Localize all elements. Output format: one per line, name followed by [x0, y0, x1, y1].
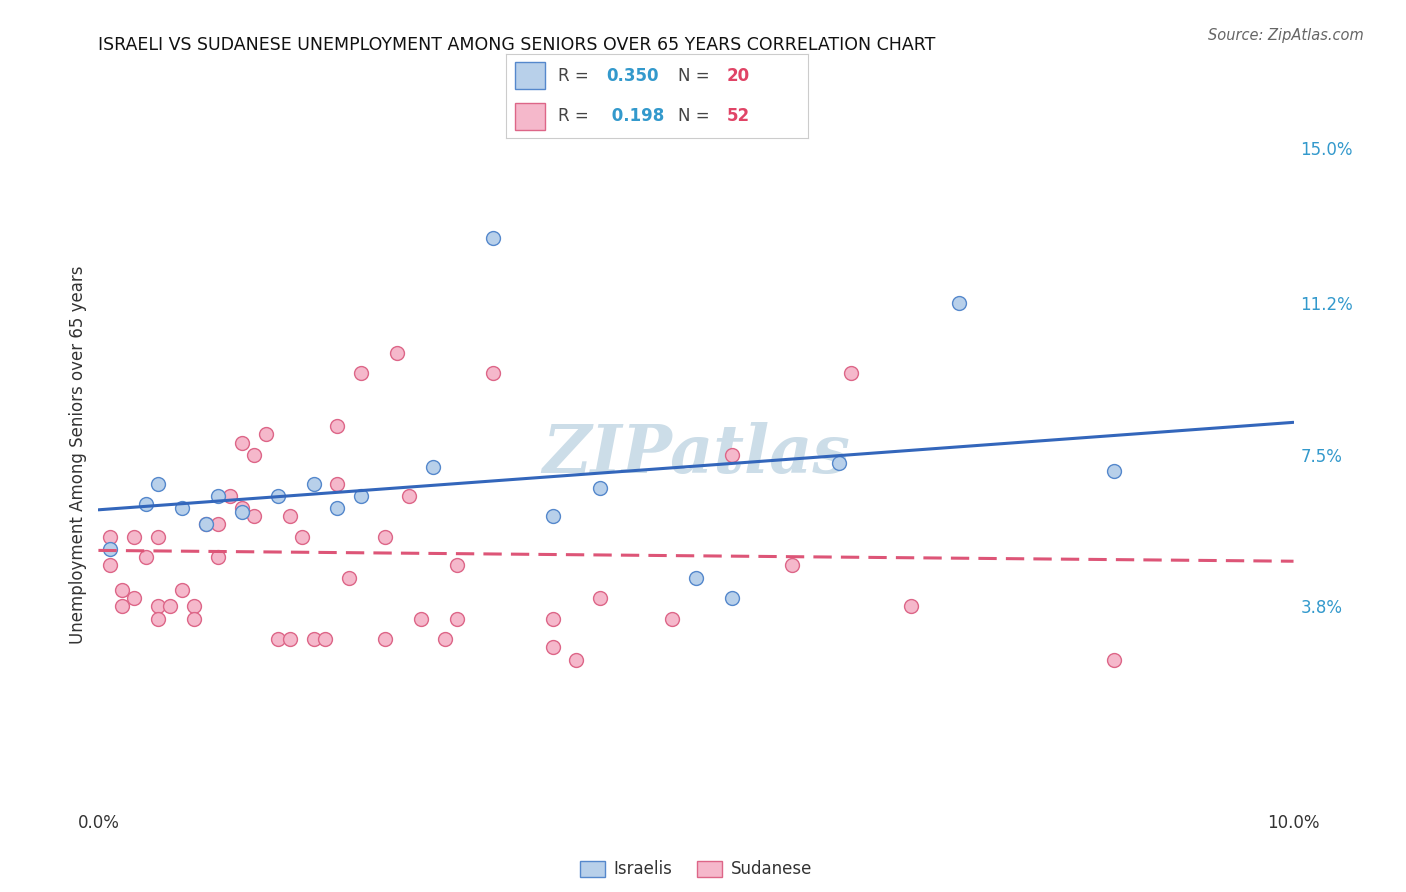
- Point: [589, 591, 612, 606]
- Point: [446, 558, 468, 573]
- Point: [278, 509, 301, 524]
- Point: [100, 530, 122, 544]
- Point: [661, 612, 683, 626]
- Point: [267, 489, 290, 503]
- Point: [481, 231, 505, 245]
- Text: 0.198: 0.198: [606, 107, 664, 125]
- Point: [385, 345, 409, 359]
- Point: [254, 427, 277, 442]
- Point: [315, 632, 337, 646]
- Point: [291, 530, 314, 544]
- Legend: Israelis, Sudanese: Israelis, Sudanese: [574, 854, 818, 885]
- Point: [183, 612, 205, 626]
- Point: [159, 599, 181, 614]
- Point: [172, 501, 194, 516]
- Point: [243, 509, 266, 524]
- Point: [446, 612, 468, 626]
- Point: [541, 640, 564, 655]
- Text: R =: R =: [558, 67, 593, 85]
- FancyBboxPatch shape: [515, 62, 546, 89]
- Point: [422, 460, 444, 475]
- Point: [374, 632, 396, 646]
- Point: [207, 489, 229, 503]
- Point: [1104, 464, 1126, 478]
- FancyBboxPatch shape: [515, 103, 546, 130]
- Point: [231, 435, 253, 450]
- Point: [219, 489, 242, 503]
- Point: [326, 419, 349, 434]
- Point: [278, 632, 301, 646]
- Point: [302, 476, 325, 491]
- Point: [148, 476, 170, 491]
- Point: [841, 366, 863, 380]
- Point: [231, 501, 253, 516]
- Text: 52: 52: [727, 107, 749, 125]
- Point: [148, 599, 170, 614]
- Point: [148, 612, 170, 626]
- Point: [100, 542, 122, 557]
- Text: ZIPatlas: ZIPatlas: [543, 423, 849, 487]
- Point: [350, 489, 373, 503]
- Point: [685, 571, 707, 585]
- Point: [148, 530, 170, 544]
- Point: [302, 632, 325, 646]
- Point: [434, 632, 457, 646]
- Point: [135, 497, 157, 511]
- Point: [111, 599, 134, 614]
- Point: [1104, 652, 1126, 666]
- Point: [900, 599, 922, 614]
- Point: [374, 530, 396, 544]
- Point: [828, 456, 851, 470]
- Y-axis label: Unemployment Among Seniors over 65 years: Unemployment Among Seniors over 65 years: [69, 266, 87, 644]
- Point: [195, 517, 218, 532]
- Point: [135, 550, 157, 565]
- Point: [481, 366, 505, 380]
- Point: [541, 612, 564, 626]
- Point: [124, 530, 146, 544]
- Point: [350, 366, 373, 380]
- Point: [589, 481, 612, 495]
- Text: ISRAELI VS SUDANESE UNEMPLOYMENT AMONG SENIORS OVER 65 YEARS CORRELATION CHART: ISRAELI VS SUDANESE UNEMPLOYMENT AMONG S…: [98, 36, 936, 54]
- Point: [124, 591, 146, 606]
- Text: 20: 20: [727, 67, 749, 85]
- Text: N =: N =: [679, 107, 716, 125]
- Point: [565, 652, 588, 666]
- Point: [111, 582, 134, 597]
- Text: 0.350: 0.350: [606, 67, 658, 85]
- Text: Source: ZipAtlas.com: Source: ZipAtlas.com: [1208, 29, 1364, 43]
- Point: [721, 448, 744, 462]
- Point: [721, 591, 744, 606]
- Point: [948, 296, 970, 310]
- Point: [100, 558, 122, 573]
- Text: R =: R =: [558, 107, 593, 125]
- Point: [780, 558, 803, 573]
- Point: [339, 571, 360, 585]
- Point: [326, 501, 349, 516]
- Point: [183, 599, 205, 614]
- Point: [411, 612, 433, 626]
- Point: [541, 509, 564, 524]
- Point: [398, 489, 420, 503]
- Point: [326, 476, 349, 491]
- Point: [243, 448, 266, 462]
- Point: [231, 505, 253, 519]
- Text: N =: N =: [679, 67, 716, 85]
- Point: [195, 517, 218, 532]
- Point: [207, 517, 229, 532]
- Point: [267, 632, 290, 646]
- Point: [207, 550, 229, 565]
- Point: [172, 582, 194, 597]
